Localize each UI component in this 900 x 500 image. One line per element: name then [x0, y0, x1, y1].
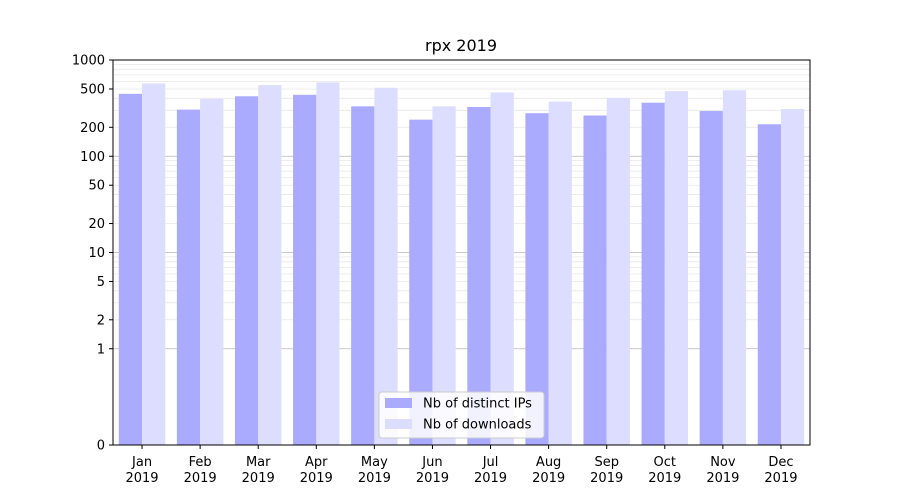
- y-tick-label: 1000: [72, 54, 105, 69]
- x-tick-label-month: Jul: [482, 455, 499, 470]
- x-tick-label-year: 2019: [125, 471, 158, 486]
- x-tick-label-month: Sep: [594, 455, 619, 470]
- x-tick-label-year: 2019: [184, 471, 217, 486]
- bar-distinct-ips-dec: [757, 124, 781, 445]
- legend-label-downloads: Nb of downloads: [423, 418, 532, 433]
- y-tick-label: 10: [88, 246, 105, 261]
- y-axis: 0 1 2 5 10 20 50 100 200 500 1000: [72, 54, 113, 454]
- bar-downloads-jul: [490, 92, 514, 445]
- x-tick-label-month: Jan: [131, 455, 152, 470]
- x-tick-label-year: 2019: [474, 471, 507, 486]
- legend-box: [378, 391, 545, 439]
- x-tick-label-month: Oct: [654, 455, 676, 470]
- bar-downloads-jun: [432, 106, 456, 446]
- legend-label-distinct-ips: Nb of distinct IPs: [423, 397, 532, 412]
- bar-distinct-ips-feb: [176, 109, 201, 445]
- x-tick-label-month: Mar: [246, 455, 271, 470]
- legend: Nb of distinct IPs Nb of downloads: [378, 391, 545, 439]
- legend-swatch-distinct-ips: [385, 398, 412, 408]
- bar-downloads-aug: [548, 101, 572, 446]
- x-tick-label-year: 2019: [416, 471, 449, 486]
- bar-distinct-ips-nov: [699, 111, 723, 445]
- x-tick-label-month: Feb: [189, 455, 212, 470]
- x-tick-label-year: 2019: [648, 471, 681, 486]
- x-tick-label-year: 2019: [706, 471, 739, 486]
- x-tick-label-year: 2019: [358, 471, 391, 486]
- x-tick-label-month: Aug: [536, 455, 561, 470]
- y-tick-label: 0: [97, 439, 105, 454]
- bar-distinct-ips-jun: [409, 119, 433, 446]
- bar-distinct-ips-sep: [583, 115, 607, 446]
- y-tick-label: 500: [80, 82, 105, 97]
- bar-distinct-ips-may: [351, 106, 375, 446]
- y-tick-label: 1: [97, 342, 105, 357]
- bar-distinct-ips-apr: [293, 94, 317, 445]
- chart-title: rpx 2019: [425, 36, 497, 55]
- y-tick-label: 200: [80, 121, 105, 136]
- y-tick-label: 100: [80, 150, 105, 165]
- x-tick-label-month: Jun: [421, 455, 442, 470]
- bar-downloads-oct: [664, 91, 689, 446]
- grid-lines: [113, 59, 810, 350]
- bar-downloads-may: [374, 87, 398, 445]
- bar-downloads-sep: [606, 97, 630, 445]
- x-tick-label-year: 2019: [242, 471, 275, 486]
- y-tick-label: 2: [97, 313, 105, 328]
- x-tick-label-month: Apr: [305, 455, 328, 470]
- x-tick-label-year: 2019: [590, 471, 623, 486]
- x-tick-label-year: 2019: [764, 471, 797, 486]
- bars: [118, 82, 805, 446]
- y-tick-label: 20: [88, 217, 105, 232]
- bar-distinct-ips-oct: [641, 102, 665, 446]
- bar-downloads-feb: [200, 98, 224, 446]
- bar-downloads-nov: [722, 90, 747, 445]
- x-tick-label-month: Nov: [710, 455, 736, 470]
- bar-downloads-dec: [780, 108, 805, 446]
- bar-downloads-jan: [142, 83, 166, 446]
- y-tick-label: 5: [97, 275, 105, 290]
- legend-swatch-downloads: [385, 419, 412, 429]
- x-tick-label-month: Dec: [768, 455, 793, 470]
- x-axis: Jan2019Feb2019Mar2019Apr2019May2019Jun20…: [125, 445, 798, 486]
- bar-distinct-ips-jan: [118, 93, 143, 446]
- x-tick-label-month: May: [361, 455, 388, 470]
- bar-distinct-ips-jul: [467, 106, 491, 445]
- bar-distinct-ips-aug: [525, 113, 549, 446]
- y-tick-label: 50: [88, 179, 105, 194]
- bar-distinct-ips-mar: [234, 96, 259, 445]
- bar-downloads-apr: [316, 82, 340, 445]
- x-tick-label-year: 2019: [532, 471, 565, 486]
- x-tick-label-year: 2019: [300, 471, 333, 486]
- bar-downloads-mar: [258, 84, 282, 446]
